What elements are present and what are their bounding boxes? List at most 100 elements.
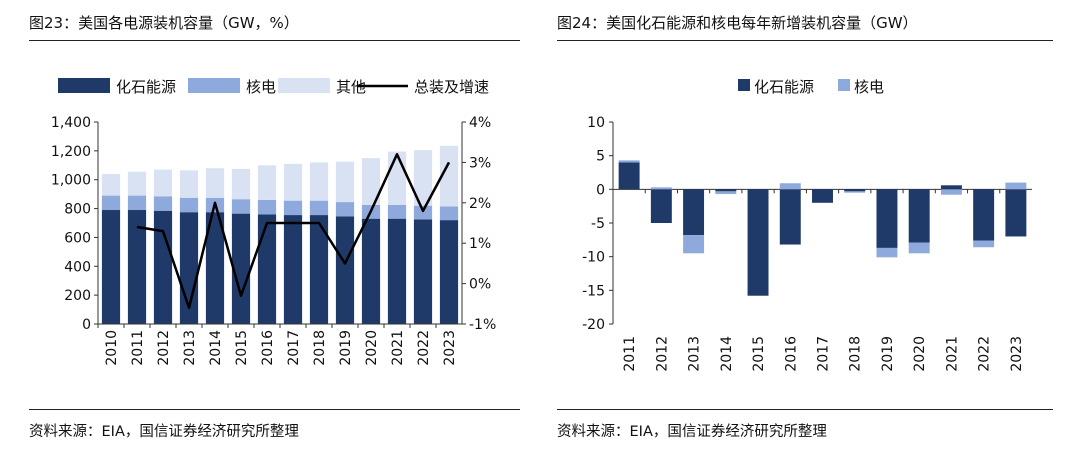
bar-0 — [618, 162, 640, 190]
bar-2 — [335, 161, 355, 203]
left-y-tick-label: 200 — [64, 288, 91, 304]
bar-0 — [715, 189, 737, 192]
bar-0 — [439, 220, 459, 324]
bar-1 — [715, 191, 737, 195]
x-tick-label: 2022 — [416, 330, 432, 366]
bar-0 — [1005, 189, 1027, 237]
bar-1 — [101, 195, 121, 211]
left-y-tick-label: 600 — [64, 230, 91, 246]
bar-1 — [127, 195, 147, 211]
bar-0 — [101, 210, 121, 324]
bar-2 — [127, 171, 147, 196]
right-y-tick-label: 3% — [469, 155, 491, 171]
growth-line — [136, 153, 451, 310]
right-y-tick-label: -1% — [469, 317, 496, 333]
x-tick-label: 2021 — [944, 336, 960, 372]
y-tick-label: 5 — [596, 149, 605, 165]
left-source: 资料来源：EIA，国信证券经济研究所整理 — [29, 424, 299, 440]
legend-swatch-0 — [738, 79, 750, 91]
right-y-tick-label: 1% — [469, 236, 491, 252]
bar-1 — [413, 205, 433, 220]
bar-1 — [283, 200, 303, 216]
x-tick-label: 2015 — [751, 336, 767, 372]
bar-1 — [908, 242, 930, 254]
left-source-rule — [29, 409, 520, 410]
bar-2 — [153, 169, 173, 197]
bar-1 — [231, 199, 251, 214]
x-tick-label: 2023 — [442, 330, 458, 366]
left-y-tick-label: 800 — [64, 202, 91, 218]
y-tick-label: -5 — [591, 216, 605, 232]
legend-label-2: 其他 — [336, 78, 366, 96]
y-tick-label: -10 — [582, 250, 605, 266]
bar-1 — [257, 199, 277, 215]
right-y-tick-label: 4% — [469, 115, 491, 131]
bar-0 — [812, 189, 833, 203]
left-y-tick-label: 1,200 — [51, 144, 91, 160]
x-tick-label: 2019 — [338, 330, 354, 366]
x-tick-label: 2014 — [719, 336, 735, 372]
x-tick-label: 2023 — [1009, 336, 1025, 372]
legend-label-0: 化石能源 — [754, 78, 814, 96]
x-tick-label: 2011 — [622, 336, 638, 372]
bar-1 — [683, 235, 705, 254]
x-tick-label: 2017 — [816, 336, 832, 372]
right-chart: 化石能源 核电 -20 -15 -10 -5 0 5 10 2011 2012 2013 2014 201… — [582, 78, 1032, 372]
bar-0 — [876, 189, 898, 248]
bar-0 — [309, 215, 329, 324]
legend-swatch-0 — [58, 78, 110, 93]
bar-1 — [179, 197, 199, 213]
bar-0 — [231, 213, 251, 324]
right-y-tick-label: 2% — [469, 196, 491, 212]
left-figure-title: 图23：美国各电源装机容量（GW，%） — [29, 14, 299, 32]
x-tick-label: 2015 — [234, 330, 250, 366]
bar-0 — [973, 189, 995, 241]
bar-0 — [844, 189, 866, 192]
x-tick-label: 2012 — [654, 336, 670, 372]
legend-label-0: 化石能源 — [116, 78, 176, 96]
x-tick-label: 2014 — [208, 330, 224, 366]
left-y-tick-label: 1,000 — [51, 173, 91, 189]
right-figure-title: 图24：美国化石能源和核电每年新增装机容量（GW） — [557, 14, 918, 32]
bar-1 — [779, 183, 801, 190]
bar-1 — [876, 247, 898, 258]
bar-1 — [335, 202, 355, 217]
x-tick-label: 2017 — [286, 330, 302, 366]
bar-1 — [844, 191, 866, 193]
y-tick-label: -20 — [582, 317, 605, 333]
bar-2 — [413, 150, 433, 206]
legend-label-1: 核电 — [246, 78, 276, 96]
bar-0 — [387, 218, 407, 324]
left-y-tick-label: 0 — [82, 317, 91, 333]
bar-2 — [231, 168, 251, 200]
right-title-rule — [557, 40, 1053, 41]
bar-2 — [205, 168, 225, 198]
y-tick-label: -15 — [582, 283, 605, 299]
legend-label-1: 核电 — [854, 78, 884, 96]
bar-0 — [908, 189, 930, 243]
bar-1 — [618, 160, 640, 163]
bar-2 — [257, 165, 277, 200]
bar-0 — [257, 214, 277, 324]
x-tick-label: 2016 — [260, 330, 276, 366]
bar-1 — [153, 196, 173, 211]
bar-2 — [283, 163, 303, 201]
bar-2 — [101, 173, 121, 196]
left-chart: 化石能源 核电 其他 总装及增速 0 200 400 600 800 1,000 1,200 1,40… — [51, 78, 496, 366]
y-tick-label: 10 — [587, 115, 605, 131]
y-tick-label: 0 — [596, 182, 605, 198]
x-tick-label: 2020 — [364, 330, 380, 366]
left-y-tick-label: 1,400 — [51, 115, 91, 131]
x-tick-label: 2011 — [130, 330, 146, 366]
bar-0 — [283, 215, 303, 324]
bar-1 — [650, 187, 672, 190]
bar-1 — [309, 200, 329, 216]
bar-0 — [153, 210, 173, 324]
bar-0 — [650, 189, 672, 223]
bar-0 — [335, 216, 355, 324]
bar-0 — [361, 218, 381, 324]
bar-1 — [387, 204, 407, 219]
bar-0 — [940, 185, 962, 190]
bar-1 — [1005, 182, 1027, 190]
x-tick-label: 2013 — [687, 336, 703, 372]
